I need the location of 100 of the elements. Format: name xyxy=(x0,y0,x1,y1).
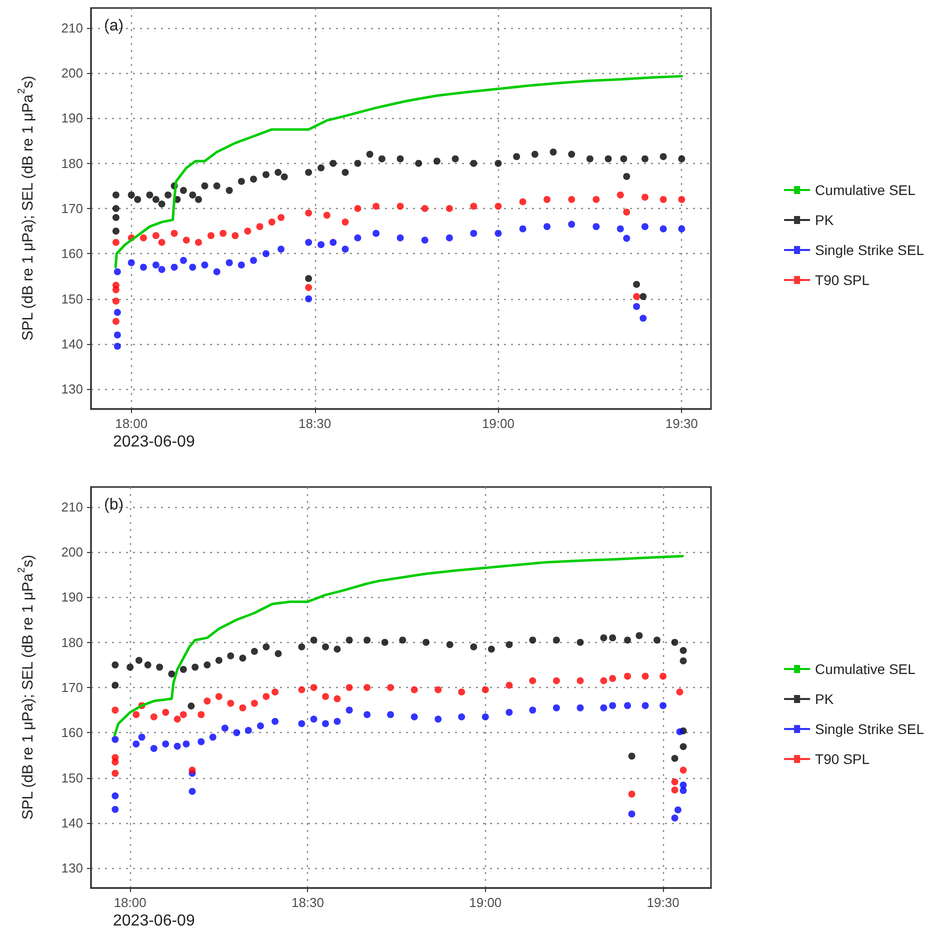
point xyxy=(250,648,258,655)
point xyxy=(152,196,160,203)
point xyxy=(609,634,616,642)
point xyxy=(209,734,216,741)
point xyxy=(586,155,594,162)
point xyxy=(298,643,306,650)
point xyxy=(680,646,687,654)
point xyxy=(201,261,208,268)
point xyxy=(364,711,371,718)
point xyxy=(671,638,678,646)
y-tick-label: 210 xyxy=(61,499,83,514)
point xyxy=(318,164,325,172)
point xyxy=(150,713,158,720)
y-tick-label: 130 xyxy=(61,382,83,397)
legend-label: PK xyxy=(815,212,834,228)
x-tick-label: 18:30 xyxy=(291,895,324,910)
point xyxy=(640,293,647,300)
point xyxy=(213,268,220,276)
legend-label: T90 SPL xyxy=(815,751,870,767)
point xyxy=(529,706,536,714)
y-tick-label: 160 xyxy=(61,725,83,740)
point xyxy=(674,806,682,814)
point xyxy=(671,814,678,822)
point xyxy=(318,241,325,248)
point xyxy=(310,716,318,723)
point xyxy=(188,766,196,774)
point xyxy=(164,191,172,198)
point xyxy=(221,724,228,732)
point xyxy=(529,677,536,684)
point xyxy=(519,198,526,206)
y-axis-title: SPL (dB re 1 μPa); SEL (dB re 1 μPa2s) xyxy=(16,554,36,820)
point xyxy=(112,191,120,198)
point xyxy=(600,677,608,684)
point xyxy=(138,734,146,741)
point xyxy=(410,686,418,694)
point xyxy=(366,150,374,158)
point xyxy=(170,230,178,237)
point xyxy=(576,638,584,646)
point xyxy=(446,641,454,648)
point xyxy=(298,686,306,694)
point xyxy=(354,234,362,242)
point xyxy=(604,155,612,162)
point xyxy=(207,232,214,240)
y-tick-label: 170 xyxy=(61,201,83,216)
y-tick-label: 190 xyxy=(61,110,83,126)
point xyxy=(519,225,526,232)
point xyxy=(278,246,285,253)
point xyxy=(256,722,264,730)
point xyxy=(262,693,270,700)
point xyxy=(592,223,600,230)
point xyxy=(396,234,404,242)
point xyxy=(676,728,684,736)
legend-label: Cumulative SEL xyxy=(815,661,916,677)
point xyxy=(262,250,270,258)
point xyxy=(628,790,636,798)
point xyxy=(112,770,119,777)
point xyxy=(330,238,337,246)
point xyxy=(182,236,190,244)
point xyxy=(354,160,362,167)
point xyxy=(346,636,353,644)
point xyxy=(232,232,239,240)
point xyxy=(482,686,489,694)
x-tick-label: 18:00 xyxy=(114,895,146,910)
point xyxy=(140,264,147,271)
point xyxy=(174,742,181,750)
point xyxy=(204,698,211,705)
point xyxy=(272,688,279,696)
point xyxy=(322,720,329,728)
point xyxy=(346,706,353,714)
point xyxy=(305,274,312,282)
point xyxy=(112,286,120,294)
point xyxy=(114,308,121,316)
point xyxy=(140,234,147,242)
point xyxy=(600,634,608,642)
point xyxy=(334,718,341,725)
point xyxy=(600,704,608,712)
point xyxy=(238,261,245,268)
point xyxy=(170,264,178,271)
point xyxy=(310,636,318,644)
point xyxy=(189,191,196,198)
point xyxy=(201,182,208,190)
point xyxy=(446,205,453,212)
point xyxy=(671,754,678,762)
point xyxy=(174,716,181,723)
point xyxy=(624,636,632,644)
point xyxy=(452,155,459,162)
point xyxy=(633,293,640,300)
point xyxy=(494,230,502,237)
point xyxy=(676,688,684,696)
point xyxy=(433,158,440,165)
point xyxy=(188,788,196,795)
point xyxy=(568,150,576,158)
y-tick-label: 200 xyxy=(61,66,83,81)
point xyxy=(112,792,119,800)
point xyxy=(494,202,502,210)
point xyxy=(671,778,678,786)
point xyxy=(396,202,404,210)
point xyxy=(180,666,187,673)
point xyxy=(180,711,187,718)
x-tick-label: 19:30 xyxy=(646,895,680,910)
